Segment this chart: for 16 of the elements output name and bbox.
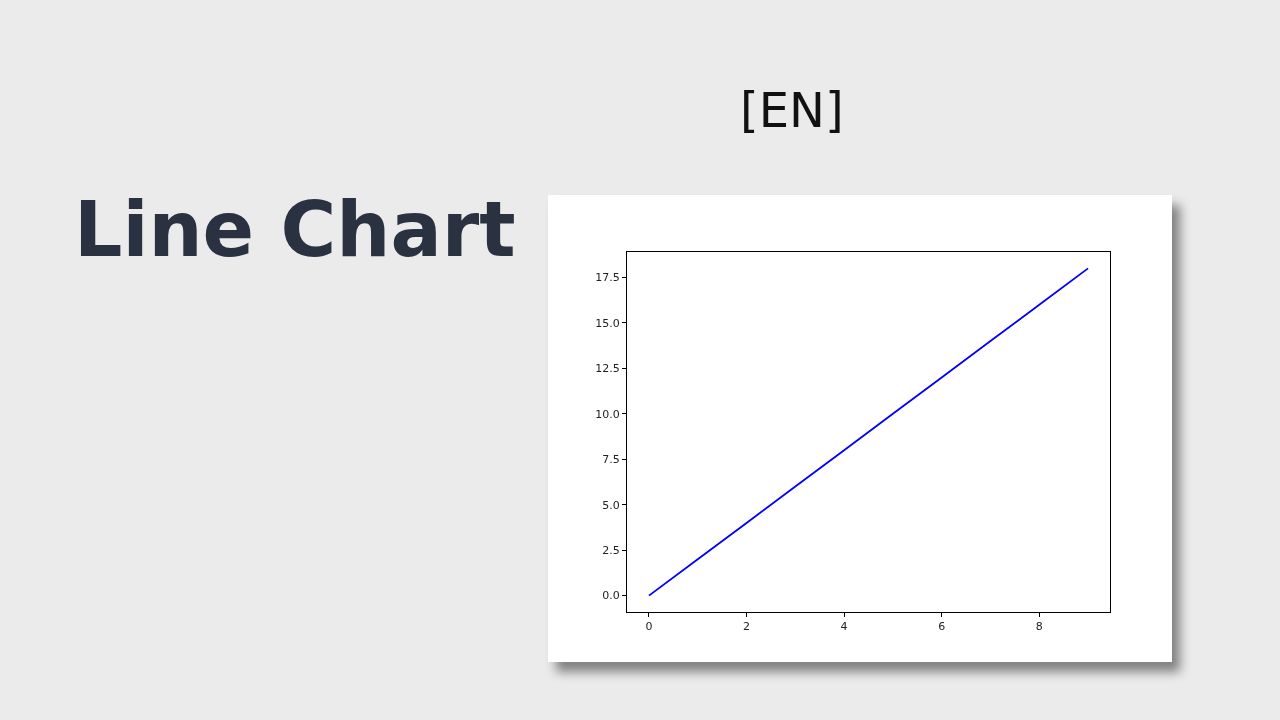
y-tick-label: 7.5	[602, 453, 620, 467]
text: [EN]	[740, 82, 844, 138]
y-tick-label: 12.5	[595, 362, 620, 376]
x-tick-label: 8	[1035, 620, 1043, 634]
x-tick-label: 2	[743, 620, 751, 634]
y-tick-label: 10.0	[595, 407, 620, 421]
y-tick-label: 5.0	[602, 498, 620, 512]
x-tick-label: 4	[840, 620, 848, 634]
y-tick-label: 0.0	[602, 589, 620, 603]
x-tick-label: 6	[938, 620, 946, 634]
x-tick-label: 0	[645, 620, 653, 634]
y-tick-label: 17.5	[595, 271, 620, 285]
y-tick-label: 2.5	[602, 544, 620, 558]
chart-title: Line Chart	[74, 185, 516, 274]
line-series	[648, 267, 1089, 597]
y-tick-label: 15.0	[595, 316, 620, 330]
